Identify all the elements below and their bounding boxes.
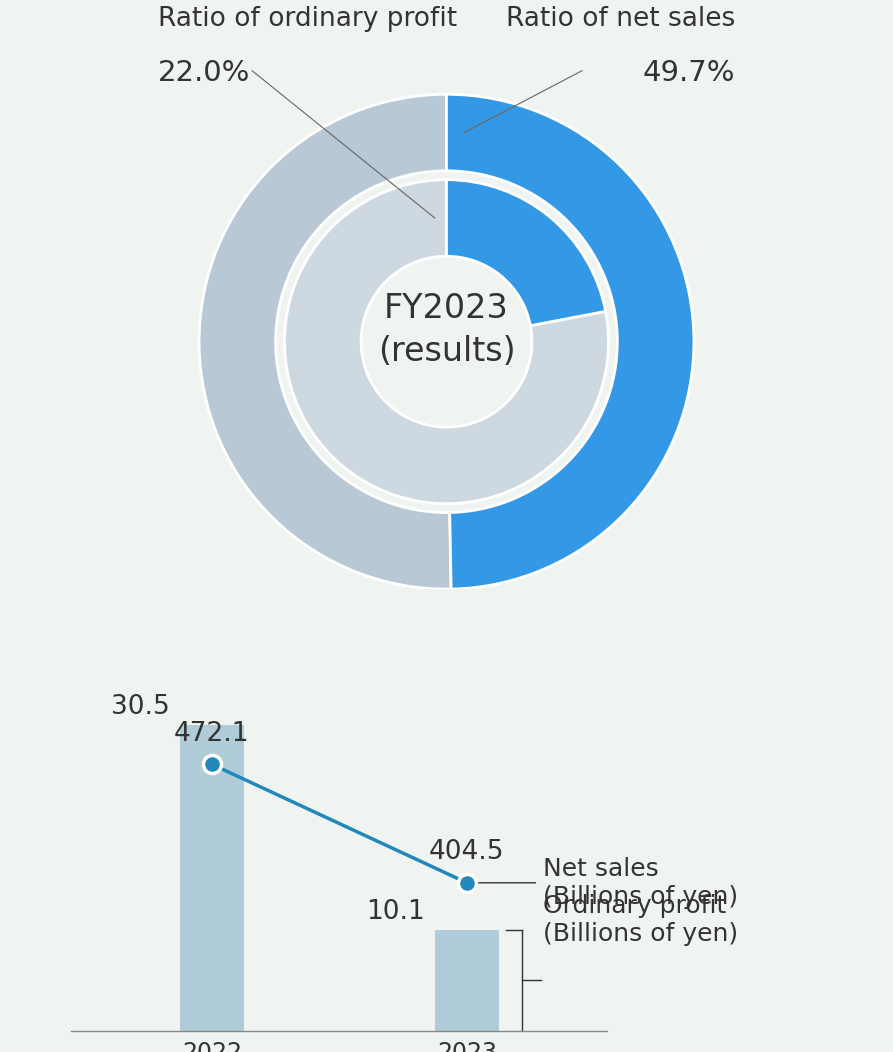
- Text: Ratio of ordinary profit: Ratio of ordinary profit: [158, 6, 457, 32]
- Wedge shape: [199, 95, 451, 589]
- Wedge shape: [285, 180, 608, 504]
- Text: 472.1: 472.1: [174, 721, 249, 747]
- Text: FY2023
(results): FY2023 (results): [378, 291, 515, 368]
- Text: Ratio of net sales: Ratio of net sales: [506, 6, 735, 32]
- Text: Net sales
(Billions of yen): Net sales (Billions of yen): [544, 857, 739, 909]
- Wedge shape: [446, 180, 605, 326]
- Text: 49.7%: 49.7%: [643, 59, 735, 87]
- Text: 30.5: 30.5: [111, 694, 170, 721]
- Text: 22.0%: 22.0%: [158, 59, 250, 87]
- Text: Ordinary profit
(Billions of yen): Ordinary profit (Billions of yen): [544, 894, 739, 946]
- Bar: [179, 726, 244, 1031]
- Bar: [435, 930, 499, 1031]
- Wedge shape: [446, 95, 694, 589]
- Text: 404.5: 404.5: [430, 839, 505, 865]
- Text: 10.1: 10.1: [366, 898, 425, 925]
